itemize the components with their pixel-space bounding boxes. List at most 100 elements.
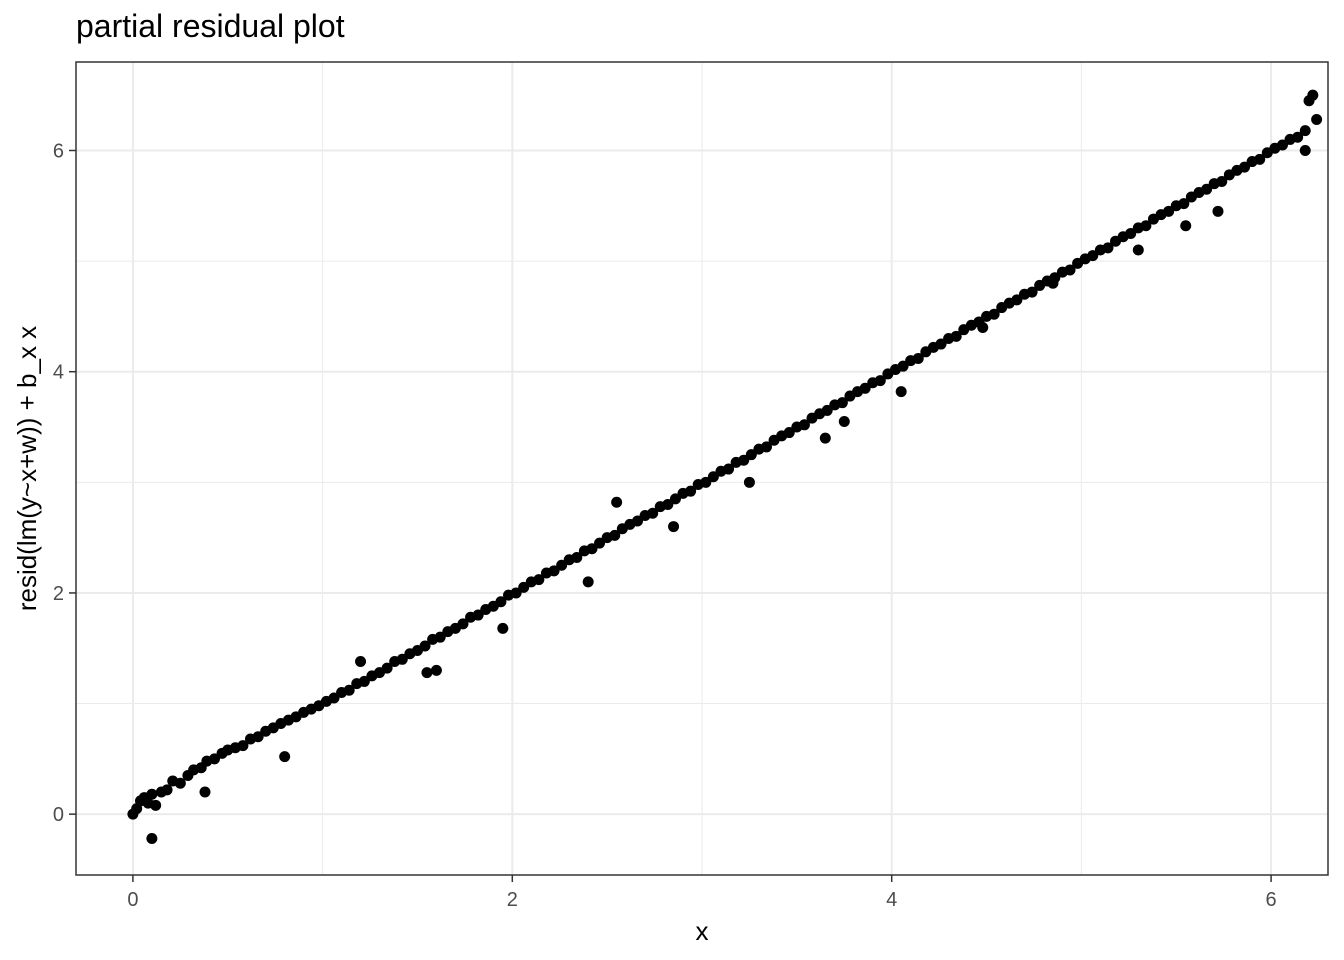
data-point bbox=[161, 784, 173, 796]
y-tick-label: 2 bbox=[53, 583, 64, 605]
data-point bbox=[594, 537, 606, 549]
data-point bbox=[611, 496, 623, 508]
data-point bbox=[707, 471, 719, 483]
data-point bbox=[434, 631, 446, 643]
data-point bbox=[199, 786, 211, 798]
data-point bbox=[1299, 125, 1311, 137]
data-point bbox=[988, 308, 1000, 320]
data-point bbox=[208, 753, 220, 765]
data-point bbox=[743, 476, 755, 488]
data-point bbox=[1299, 144, 1311, 156]
data-point bbox=[497, 622, 509, 634]
y-tick-label: 6 bbox=[53, 140, 64, 162]
data-point bbox=[252, 731, 264, 743]
x-tick-label: 0 bbox=[127, 889, 138, 911]
data-point bbox=[495, 596, 507, 608]
data-point bbox=[668, 521, 680, 533]
data-point bbox=[685, 485, 697, 497]
x-tick-label: 6 bbox=[1266, 889, 1277, 911]
data-point bbox=[1311, 114, 1323, 126]
data-point bbox=[874, 375, 886, 387]
data-point bbox=[1125, 227, 1137, 239]
data-point bbox=[421, 667, 433, 679]
data-point bbox=[533, 574, 545, 586]
data-point bbox=[669, 493, 681, 505]
data-point bbox=[472, 609, 484, 621]
data-point bbox=[1132, 244, 1144, 256]
data-point bbox=[1276, 139, 1288, 151]
x-tick-label: 4 bbox=[886, 889, 897, 911]
data-point bbox=[1254, 153, 1266, 165]
scatter-points bbox=[127, 89, 1323, 844]
data-point bbox=[556, 559, 568, 571]
x-axis-title: x bbox=[696, 916, 709, 946]
data-point bbox=[1026, 286, 1038, 298]
data-point bbox=[1216, 175, 1228, 187]
data-point bbox=[609, 529, 621, 541]
data-point bbox=[279, 751, 291, 763]
data-point bbox=[1011, 294, 1023, 306]
data-point bbox=[723, 463, 735, 475]
data-point bbox=[798, 419, 810, 431]
data-point bbox=[419, 640, 431, 652]
data-point bbox=[174, 777, 186, 789]
data-point bbox=[662, 498, 674, 510]
data-point bbox=[355, 656, 367, 668]
data-point bbox=[1102, 242, 1114, 254]
data-point bbox=[1307, 89, 1319, 101]
data-point bbox=[838, 415, 850, 427]
data-point bbox=[760, 441, 772, 453]
y-tick-label: 4 bbox=[53, 362, 64, 384]
data-point bbox=[897, 360, 909, 372]
data-point bbox=[518, 581, 530, 593]
chart-title: partial residual plot bbox=[76, 8, 345, 44]
data-point bbox=[632, 515, 644, 527]
data-point bbox=[935, 338, 947, 350]
data-point bbox=[457, 618, 469, 630]
data-point bbox=[328, 692, 340, 704]
data-point bbox=[586, 543, 598, 555]
data-point bbox=[1292, 131, 1304, 143]
data-point bbox=[836, 397, 848, 409]
data-point bbox=[548, 565, 560, 577]
data-point bbox=[1163, 205, 1175, 217]
data-point bbox=[396, 653, 408, 665]
data-point bbox=[819, 432, 831, 444]
data-point bbox=[1239, 161, 1251, 173]
data-point bbox=[783, 427, 795, 439]
data-point bbox=[895, 386, 907, 398]
data-point bbox=[1212, 205, 1224, 217]
data-point bbox=[912, 352, 924, 364]
data-point bbox=[381, 662, 393, 674]
data-point bbox=[358, 675, 370, 687]
data-point bbox=[146, 832, 158, 844]
data-point bbox=[146, 788, 158, 800]
data-point bbox=[950, 330, 962, 342]
grid-lines bbox=[76, 62, 1328, 875]
data-point bbox=[1140, 220, 1152, 232]
data-point bbox=[1178, 198, 1190, 210]
data-point bbox=[745, 449, 757, 461]
y-axis-title: resid(lm(y~x+w)) + b_x x bbox=[12, 326, 42, 611]
data-point bbox=[1047, 277, 1059, 289]
data-point bbox=[237, 740, 249, 752]
x-tick-label: 2 bbox=[507, 889, 518, 911]
y-tick-label: 0 bbox=[53, 804, 64, 826]
data-point bbox=[150, 799, 162, 811]
data-point bbox=[977, 321, 989, 333]
data-point bbox=[430, 664, 442, 676]
data-point bbox=[647, 507, 659, 519]
plot-panel-border bbox=[75, 61, 1329, 876]
data-point bbox=[738, 454, 750, 466]
data-point bbox=[582, 576, 594, 588]
data-point bbox=[571, 552, 583, 564]
data-point bbox=[1180, 220, 1192, 232]
data-point bbox=[510, 587, 522, 599]
data-point bbox=[343, 684, 355, 696]
data-point bbox=[821, 404, 833, 416]
axes: 0 2 4 6 0 2 4 6 bbox=[53, 140, 1277, 911]
data-point bbox=[1087, 250, 1099, 262]
data-point bbox=[1064, 264, 1076, 276]
data-point bbox=[1201, 183, 1213, 195]
